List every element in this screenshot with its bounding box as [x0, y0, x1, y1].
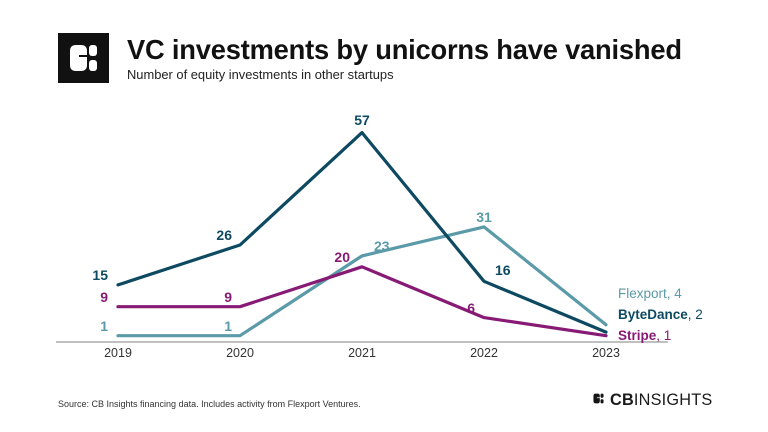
svg-text:57: 57 [354, 112, 370, 128]
svg-text:23: 23 [374, 238, 390, 254]
svg-text:2020: 2020 [226, 346, 254, 360]
svg-text:2019: 2019 [104, 346, 132, 360]
svg-text:Flexport, 4: Flexport, 4 [618, 286, 682, 301]
svg-text:31: 31 [476, 209, 492, 225]
svg-text:Stripe, 1: Stripe, 1 [618, 328, 671, 343]
svg-text:2021: 2021 [348, 346, 376, 360]
svg-text:9: 9 [100, 289, 108, 305]
svg-text:2022: 2022 [470, 346, 498, 360]
svg-text:ByteDance, 2: ByteDance, 2 [618, 307, 703, 322]
svg-text:20: 20 [334, 249, 350, 265]
svg-text:26: 26 [216, 227, 232, 243]
svg-text:6: 6 [467, 300, 475, 316]
svg-text:1: 1 [224, 318, 232, 334]
svg-text:2023: 2023 [592, 346, 620, 360]
svg-text:16: 16 [495, 262, 511, 278]
svg-text:9: 9 [224, 289, 232, 305]
svg-text:15: 15 [92, 267, 108, 283]
svg-text:1: 1 [100, 318, 108, 334]
